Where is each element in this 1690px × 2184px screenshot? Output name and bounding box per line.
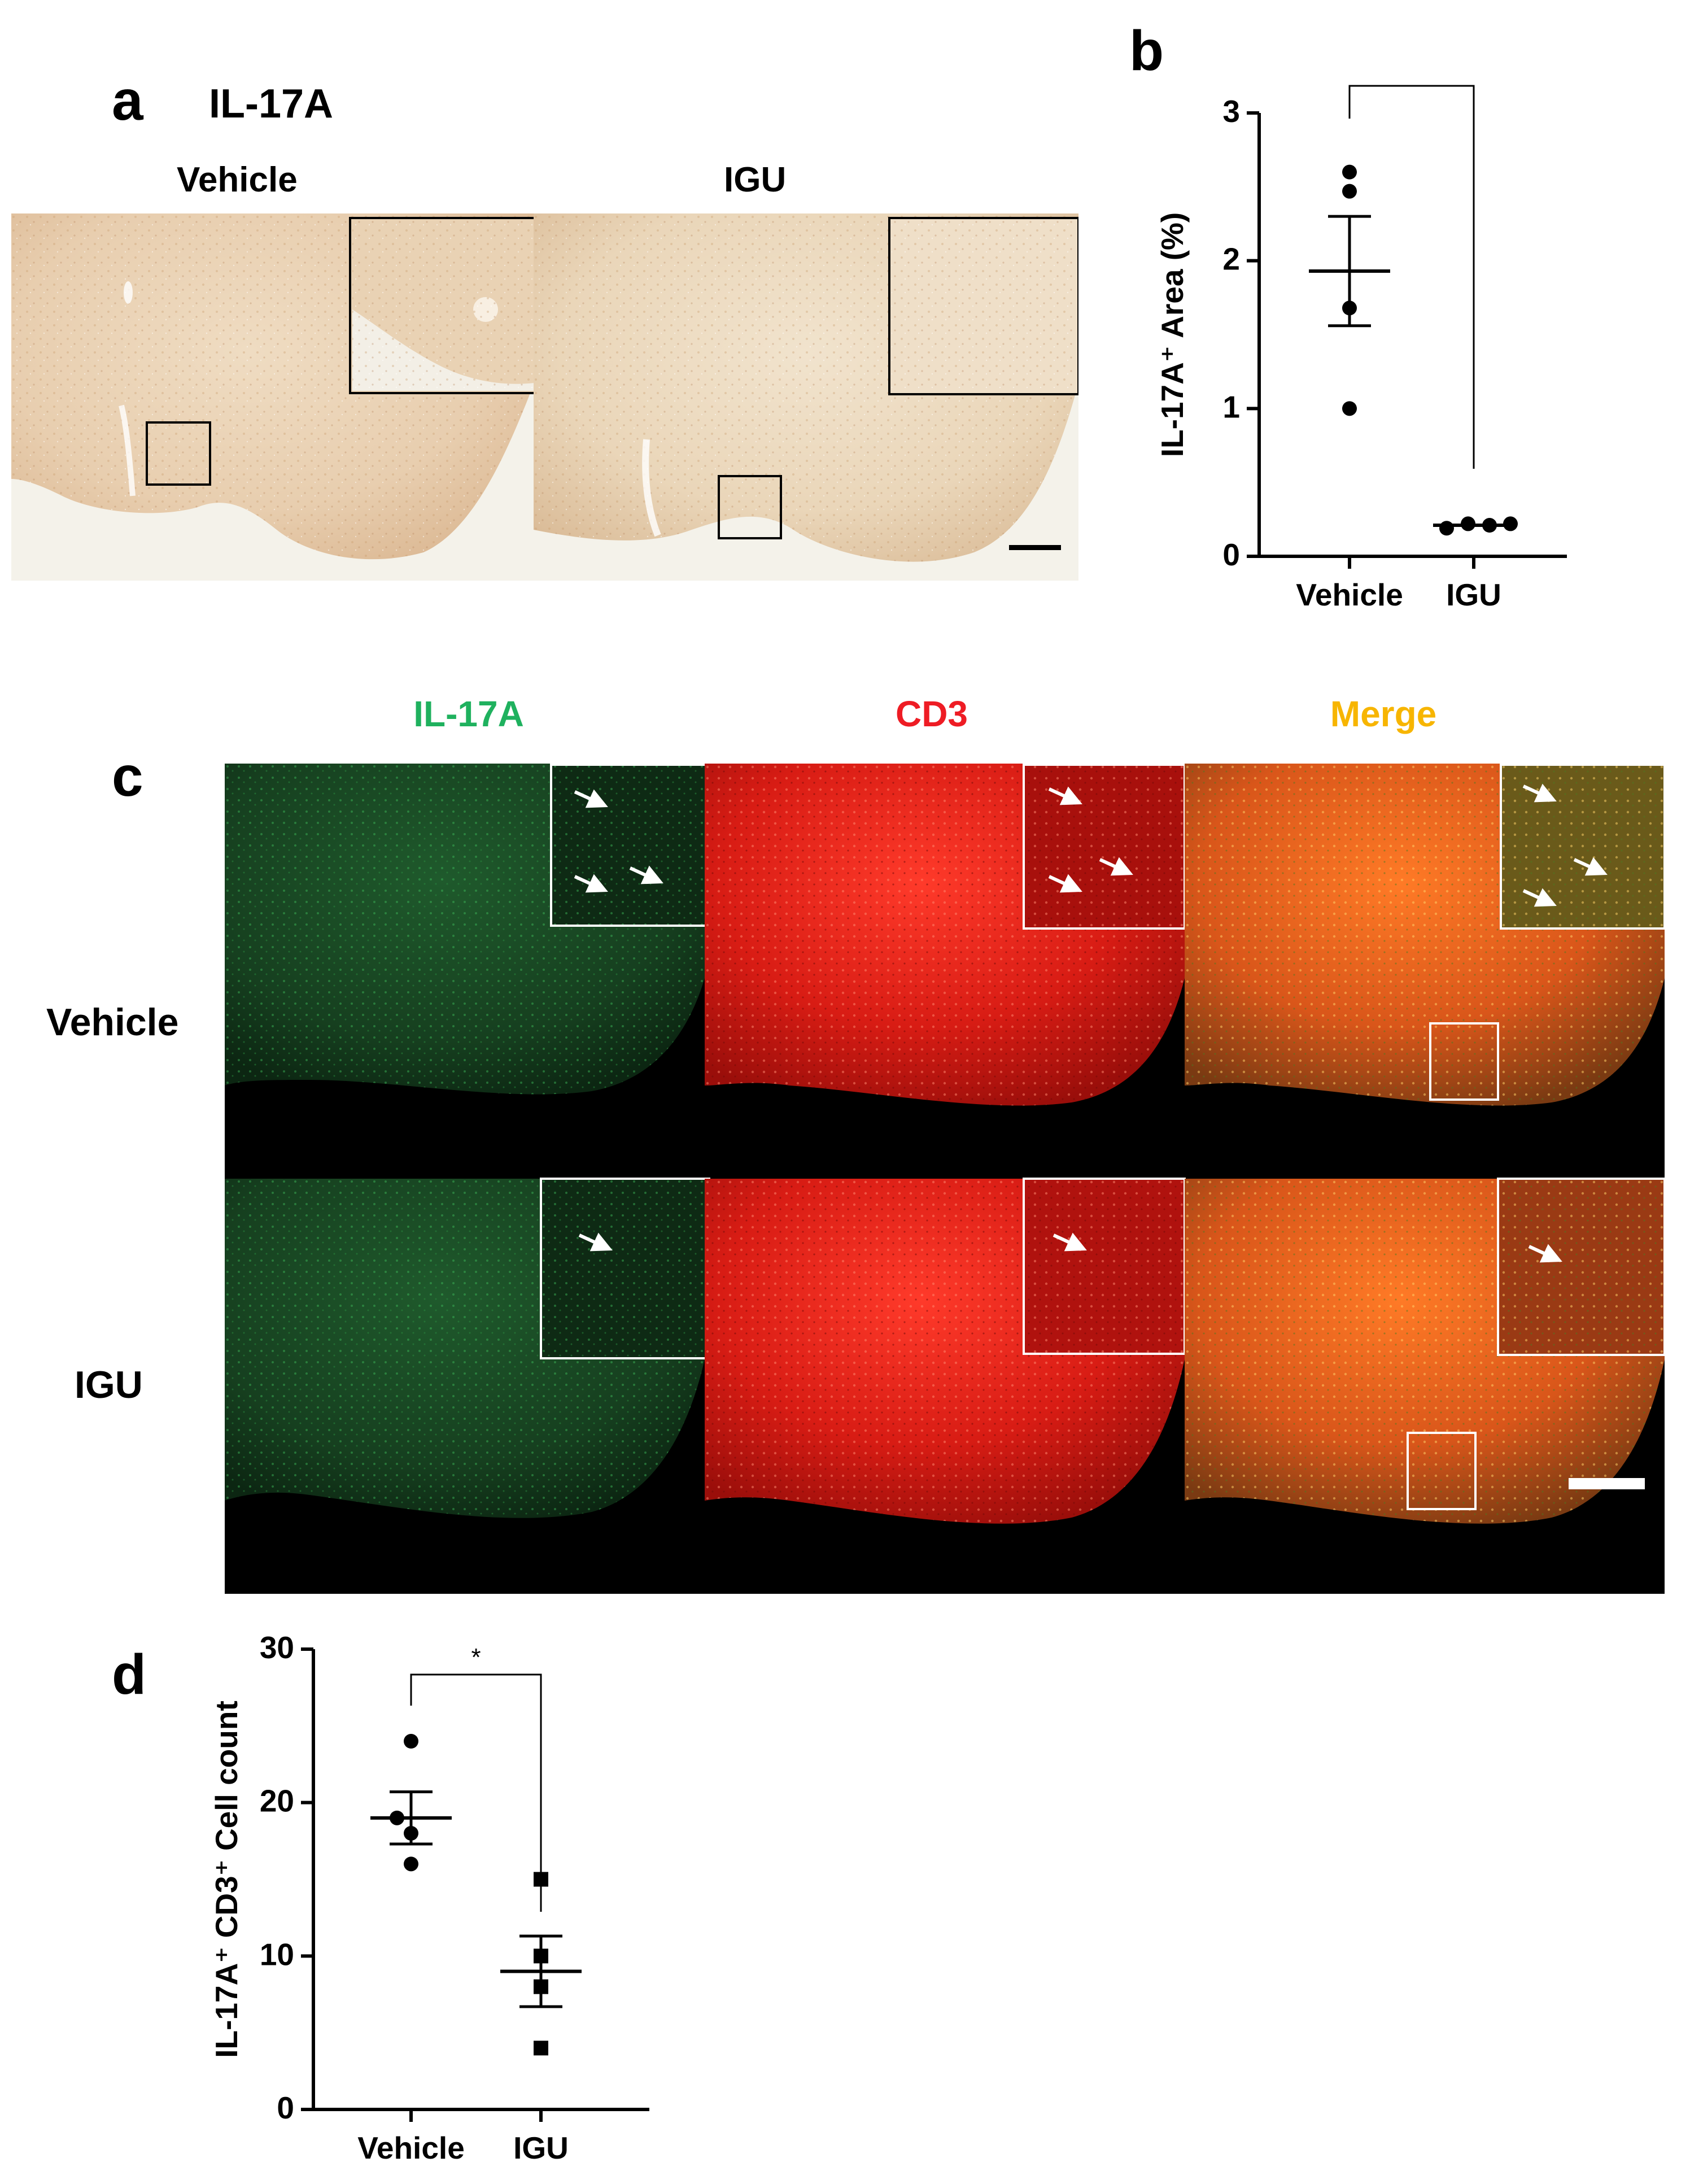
panel-a-micrographs bbox=[11, 213, 1078, 581]
panel-a-letter: a bbox=[112, 69, 143, 132]
igu-cd3-image bbox=[705, 1178, 1186, 1524]
channel-label-merge: Merge bbox=[1330, 694, 1437, 734]
vehicle-il17a-image bbox=[225, 764, 710, 1095]
ihc-vehicle-image bbox=[11, 213, 538, 581]
vehicle-il17a-inset bbox=[550, 764, 710, 927]
significance-bracket bbox=[410, 1673, 542, 1912]
y-tick-label: 0 bbox=[277, 2090, 294, 2125]
panel-b-letter: b bbox=[1129, 19, 1164, 82]
panel-d-chart: 0 10 20 30 IL-17A⁺ CD3⁺ Cell count Vehicle IGU… bbox=[209, 1630, 649, 2165]
y-tick-label: 0 bbox=[1222, 537, 1240, 572]
significance-label: * bbox=[471, 1644, 481, 1671]
ihc-igu-inset bbox=[888, 217, 1078, 395]
data-point bbox=[1342, 164, 1357, 180]
fluorescence-scale-bar bbox=[1569, 1478, 1645, 1489]
panel-c-letter: c bbox=[112, 745, 143, 808]
significance-bracket bbox=[1348, 85, 1475, 469]
vehicle-merge-image bbox=[1185, 764, 1665, 1106]
row-label-vehicle: Vehicle bbox=[46, 1001, 179, 1044]
panel-b-chart: 0 1 2 3 IL-17A⁺ Area (%) Vehicle IGU ** bbox=[1158, 73, 1567, 612]
channel-label-cd3: CD3 bbox=[895, 694, 968, 734]
vehicle-merge-roi-box bbox=[1429, 1022, 1499, 1101]
igu-il17a-inset bbox=[540, 1178, 710, 1359]
x-tick-label: Vehicle bbox=[1296, 577, 1403, 612]
y-tick-label: 30 bbox=[260, 1630, 294, 1665]
vehicle-cd3-inset bbox=[1023, 764, 1186, 930]
y-tick-label: 2 bbox=[1222, 242, 1240, 277]
vehicle-merge-inset bbox=[1500, 764, 1665, 930]
y-axis-label: IL-17A⁺ Area (%) bbox=[1158, 212, 1190, 457]
data-point bbox=[1439, 521, 1454, 536]
panel-a-stain-title: IL-17A bbox=[209, 81, 334, 127]
x-tick-label: IGU bbox=[1446, 577, 1501, 612]
channel-label-il17a: IL-17A bbox=[413, 694, 524, 734]
data-point bbox=[404, 1734, 418, 1749]
igu-merge-inset bbox=[1497, 1178, 1665, 1356]
data-point bbox=[1342, 184, 1357, 199]
y-tick-label: 1 bbox=[1222, 389, 1240, 424]
igu-merge-roi-box bbox=[1407, 1432, 1477, 1510]
vehicle-cd3-image bbox=[705, 764, 1186, 1106]
panel-d-letter: d bbox=[112, 1643, 147, 1706]
y-axis-label: IL-17A⁺ CD3⁺ Cell count bbox=[209, 1701, 244, 2058]
panel-a-header-igu: IGU bbox=[724, 160, 787, 199]
panel-a-header-vehicle: Vehicle bbox=[177, 160, 298, 199]
x-tick-label: Vehicle bbox=[357, 2130, 465, 2165]
igu-cd3-inset bbox=[1023, 1178, 1186, 1355]
x-tick-label: IGU bbox=[513, 2130, 569, 2165]
data-point bbox=[404, 1856, 418, 1872]
significance-label: ** bbox=[1402, 73, 1421, 82]
igu-il17a-image bbox=[225, 1178, 710, 1518]
igu-merge-image bbox=[1185, 1178, 1665, 1524]
y-tick-label: 10 bbox=[260, 1937, 294, 1972]
data-point bbox=[1342, 401, 1357, 416]
row-label-igu: IGU bbox=[75, 1363, 143, 1406]
panel-c-fluorescence-grid bbox=[225, 764, 1665, 1594]
data-point bbox=[534, 2041, 548, 2056]
ihc-vehicle-inset bbox=[349, 217, 538, 394]
ihc-scale-bar bbox=[1009, 545, 1061, 550]
ihc-vehicle-roi-box bbox=[146, 421, 211, 486]
y-tick-label: 3 bbox=[1222, 94, 1240, 129]
ihc-igu-image bbox=[534, 213, 1078, 581]
ihc-igu-roi-box bbox=[718, 475, 782, 539]
y-tick-label: 20 bbox=[260, 1784, 294, 1819]
